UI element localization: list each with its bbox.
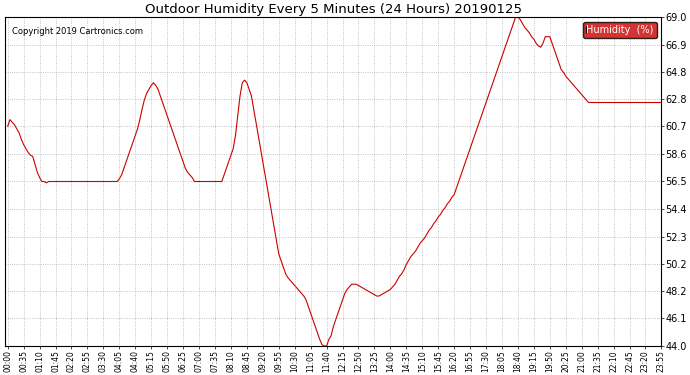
- Title: Outdoor Humidity Every 5 Minutes (24 Hours) 20190125: Outdoor Humidity Every 5 Minutes (24 Hou…: [145, 3, 522, 16]
- Text: Copyright 2019 Cartronics.com: Copyright 2019 Cartronics.com: [12, 27, 143, 36]
- Legend: Humidity  (%): Humidity (%): [583, 22, 657, 38]
